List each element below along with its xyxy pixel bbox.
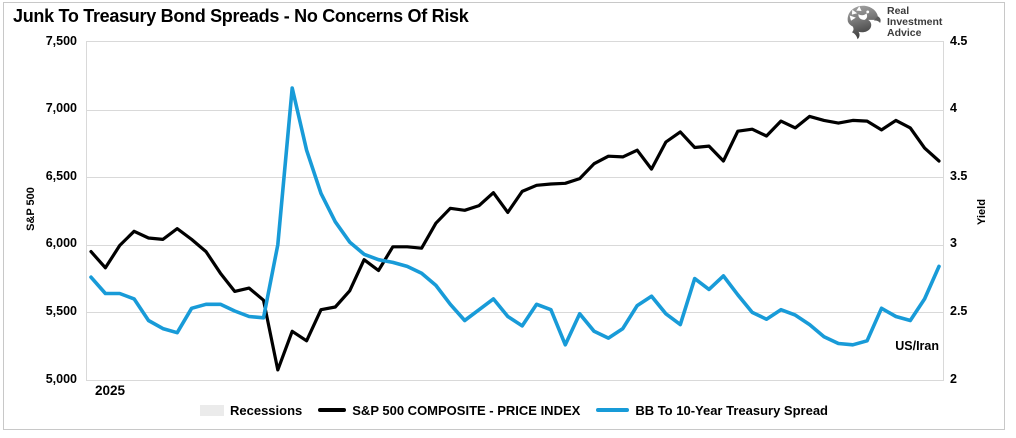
gridline <box>87 244 943 246</box>
chart-frame-border <box>3 2 1005 430</box>
eagle-logo-icon <box>847 5 881 40</box>
plot-area: US/Iran <box>86 41 944 381</box>
left-tick-label: 7,000 <box>45 101 77 116</box>
sp500-line-series <box>89 114 941 372</box>
gridline <box>87 109 943 111</box>
x-axis-year-label: 2025 <box>95 383 126 398</box>
gridline <box>87 177 943 179</box>
brand-logo-text: Real Investment Advice <box>887 6 942 39</box>
legend-label: BB To 10-Year Treasury Spread <box>635 402 828 418</box>
left-tick-label: 5,000 <box>45 371 77 386</box>
legend-label: S&P 500 COMPOSITE - PRICE INDEX <box>352 402 581 418</box>
recessions-swatch <box>200 404 224 416</box>
right-axis-title: Yield <box>976 199 988 225</box>
us-iran-annotation: US/Iran <box>895 339 939 353</box>
chart-legend: Recessions S&P 500 COMPOSITE - PRICE IND… <box>86 400 942 420</box>
bb-spread-line-series <box>89 86 941 347</box>
right-tick-label: 4 <box>950 101 957 116</box>
right-tick-label: 2.5 <box>950 303 968 318</box>
right-tick-label: 2 <box>950 371 957 386</box>
right-tick-label: 3 <box>950 236 957 251</box>
legend-label: Recessions <box>230 402 303 418</box>
legend-item-spread: BB To 10-Year Treasury Spread <box>596 403 828 418</box>
brand-word: Investment <box>887 16 943 28</box>
brand-word: Real <box>887 5 910 17</box>
legend-item-sp500: S&P 500 COMPOSITE - PRICE INDEX <box>318 403 580 418</box>
right-tick-label: 4.5 <box>950 33 968 48</box>
brand-word: Advice <box>887 27 922 39</box>
left-tick-label: 6,500 <box>45 168 77 183</box>
sp500-line-swatch <box>318 408 347 412</box>
right-tick-label: 3.5 <box>950 168 968 183</box>
chart-svg <box>89 86 941 372</box>
left-tick-label: 7,500 <box>45 33 77 48</box>
bb-spread-line-swatch <box>596 408 630 412</box>
left-tick-label: 5,500 <box>45 303 77 318</box>
left-tick-label: 6,000 <box>45 236 77 251</box>
left-axis-title: S&P 500 <box>25 187 37 231</box>
brand-logo: Real Investment Advice <box>842 4 942 41</box>
chart-title: Junk To Treasury Bond Spreads - No Conce… <box>13 6 469 26</box>
gridline <box>87 312 943 314</box>
legend-item-recessions: Recessions <box>200 403 302 418</box>
